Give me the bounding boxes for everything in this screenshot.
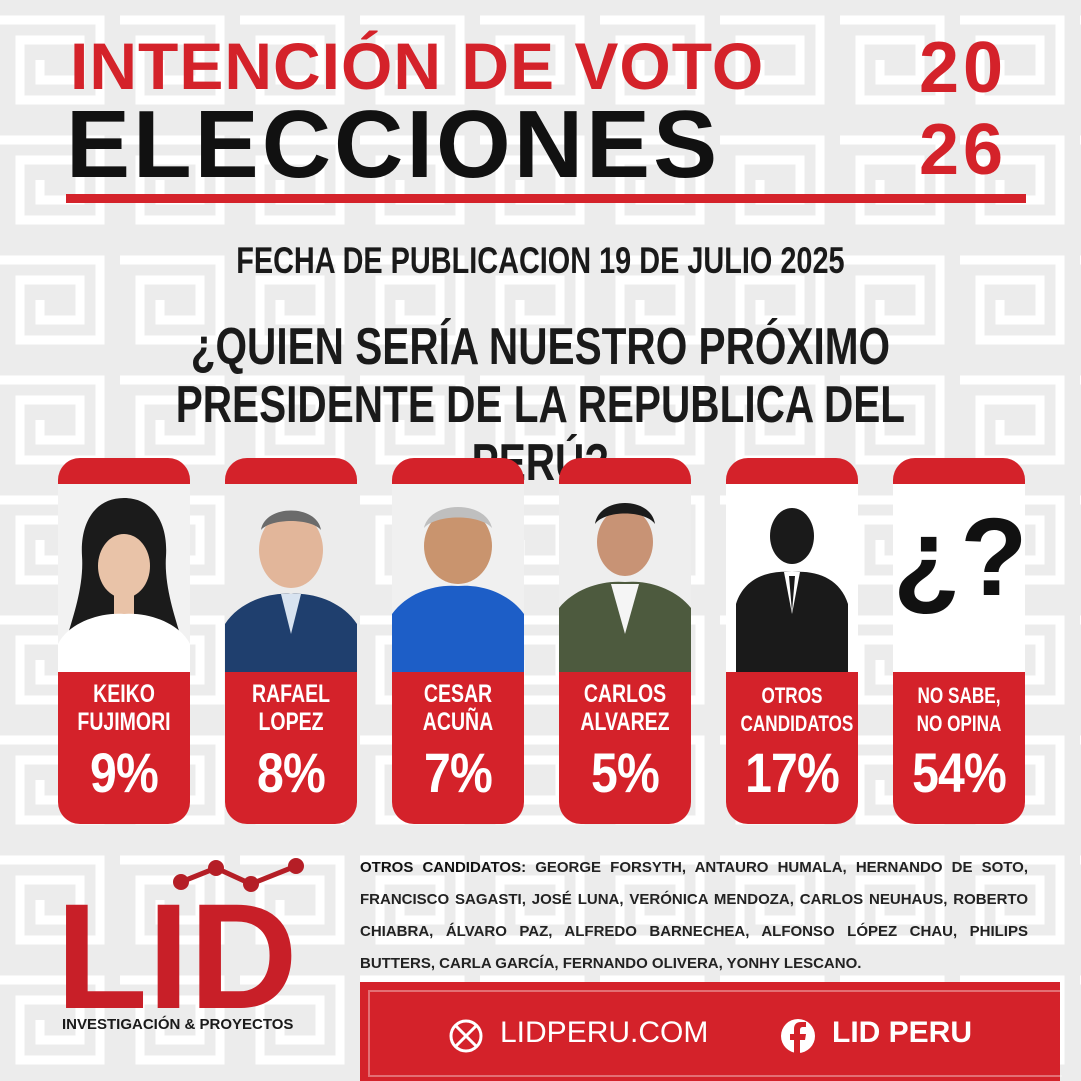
question-mark-panel: ¿? (893, 484, 1025, 672)
website-link[interactable]: LIDPERU.COM (500, 1016, 709, 1049)
candidate-card-rafael: RAFAEL LOPEZ 8% (225, 458, 357, 824)
candidate-percent: 54% (912, 741, 1007, 804)
question-mark: ¿? (893, 496, 1025, 619)
title-underline (66, 194, 1026, 203)
other-candidates-text: OTROS CANDIDATOS: GEORGE FORSYTH, ANTAUR… (360, 852, 1028, 980)
other-candidates-list: GEORGE FORSYTH, ANTAURO HUMALA, HERNANDO… (360, 859, 1028, 972)
silhouette-icon (726, 484, 858, 672)
title-intencion: INTENCIÓN DE VOTO (70, 29, 765, 103)
candidate-percent: 8% (257, 741, 326, 804)
candidate-percent: 9% (90, 741, 159, 804)
candidate-photo (225, 484, 357, 672)
footer-frame (368, 990, 1062, 1077)
candidate-percent: 17% (745, 741, 840, 804)
globe-icon (449, 1019, 483, 1053)
candidate-percent: 7% (424, 741, 493, 804)
logo-subtitle: INVESTIGACIÓN & PROYECTOS (62, 1016, 294, 1033)
candidate-photo (559, 484, 691, 672)
facebook-icon (781, 1019, 815, 1054)
year-bottom: 26 (918, 110, 1008, 190)
candidate-card-otros: OTROS CANDIDATOS 17% (726, 458, 858, 824)
facebook-link[interactable]: LID PERU (832, 1016, 973, 1049)
candidate-card-keiko: KEIKO FUJIMORI 9% (58, 458, 190, 824)
candidate-name: CARLOS ALVAREZ (580, 680, 670, 736)
candidate-name: CESAR ACUÑA (422, 680, 494, 736)
lid-logo: LID (56, 858, 304, 1036)
footer-bar: LIDPERU.COM LID PERU (360, 982, 1062, 1081)
candidate-photo (58, 484, 190, 672)
logo-text: LID (56, 872, 298, 1036)
candidate-card-cesar: CESAR ACUÑA 7% (392, 458, 524, 824)
candidate-name: RAFAEL LOPEZ (252, 680, 330, 736)
candidate-percent: 5% (591, 741, 660, 804)
year-top: 20 (918, 28, 1008, 108)
title-elecciones: ELECCIONES (66, 91, 721, 198)
candidate-card-carlos: CARLOS ALVAREZ 5% (559, 458, 691, 824)
candidate-card-nosabe: ¿? NO SABE, NO OPINA 54% (893, 458, 1025, 824)
other-candidates-label: OTROS CANDIDATOS: (360, 859, 527, 876)
publication-date: FECHA DE PUBLICACION 19 DE JULIO 2025 (236, 240, 845, 281)
candidate-photo (392, 484, 524, 672)
candidate-name: OTROS CANDIDATOS (740, 683, 854, 736)
candidate-name: NO SABE, NO OPINA (916, 683, 1002, 736)
candidate-name: KEIKO FUJIMORI (77, 680, 171, 736)
